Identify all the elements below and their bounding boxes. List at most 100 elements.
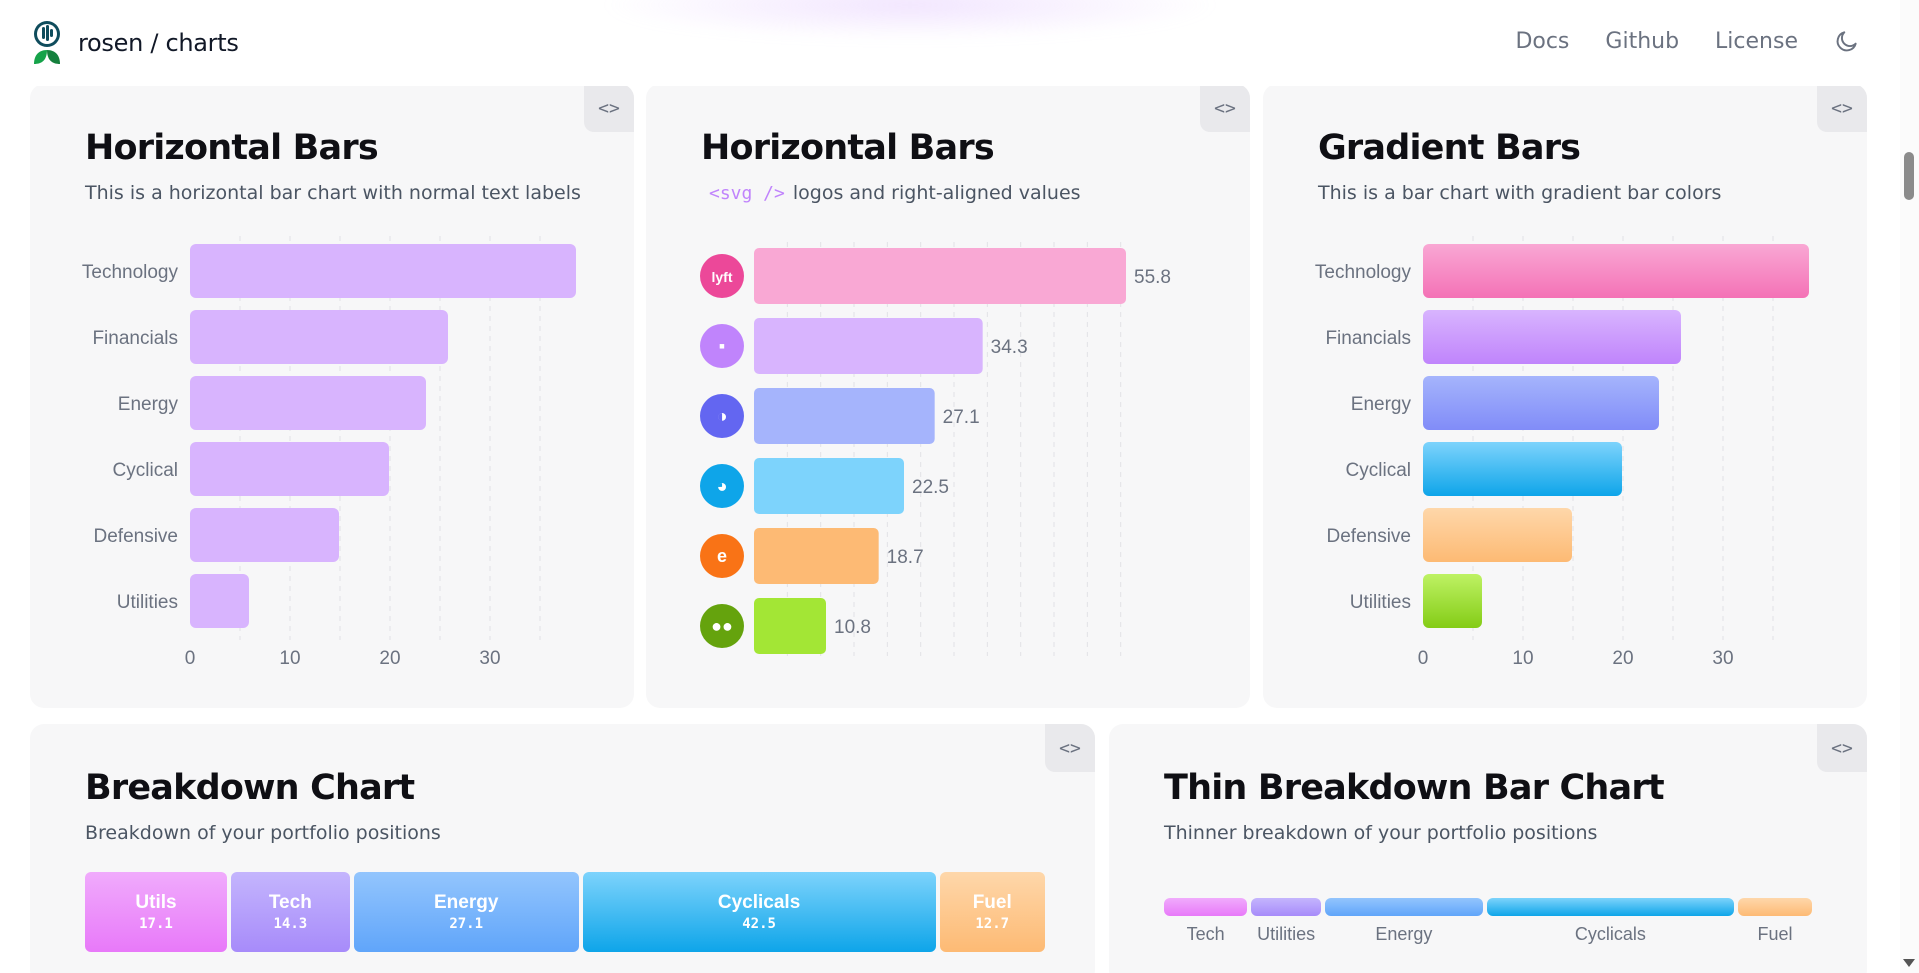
card-title: Horizontal Bars — [701, 128, 995, 168]
card-title: Horizontal Bars — [85, 128, 379, 168]
x-tick-label: 20 — [379, 648, 400, 669]
breakdown-bar: Utils 17.1 Tech 14.3 Energy 27.1 Cyclicals 42.5… — [85, 872, 1045, 952]
bar-ring — [754, 388, 935, 444]
nav-docs-link[interactable]: Docs — [1515, 28, 1570, 54]
code-toggle-button[interactable]: <> — [584, 84, 634, 132]
category-label: Utilities — [1350, 592, 1411, 613]
category-label: Defensive — [1327, 526, 1412, 547]
duck-logo-icon — [700, 464, 744, 508]
category-label: Cyclical — [1346, 460, 1411, 481]
bar-technology — [1423, 244, 1809, 298]
value-label: 27.1 — [943, 407, 980, 428]
card-subtitle: Thinner breakdown of your portfolio posi… — [1164, 822, 1598, 844]
scroll-down-arrow-icon[interactable] — [1903, 959, 1915, 967]
duck-logo-glyph: ◕ — [717, 476, 728, 496]
code-toggle-button[interactable]: <> — [1817, 724, 1867, 772]
card-subtitle: <svg /> logos and right-aligned values — [701, 182, 1081, 204]
category-label: Energy — [118, 394, 179, 415]
segment-fuel: Fuel 12.7 — [939, 872, 1045, 952]
thin-segment-label: Fuel — [1757, 924, 1793, 944]
category-label: Technology — [1315, 262, 1412, 283]
ring-logo-glyph: ◑ — [717, 406, 728, 426]
top-nav: Docs Github License — [1515, 28, 1860, 54]
code-toggle-button[interactable]: <> — [1045, 724, 1095, 772]
bar-utilities — [1423, 574, 1482, 628]
thin-segment-energy: Energy — [1325, 898, 1483, 945]
page-scrollbar[interactable] — [1900, 0, 1919, 973]
lyft-logo-glyph: lyft — [712, 269, 733, 285]
thin-segment-fuel: Fuel — [1738, 898, 1812, 945]
breakdown-chart-card: <> Breakdown Chart Breakdown of your por… — [30, 724, 1095, 973]
card-title: Gradient Bars — [1318, 128, 1581, 168]
thin-segment-bar — [1164, 898, 1248, 916]
nav-license-link[interactable]: License — [1715, 28, 1798, 54]
segment-label: Energy — [433, 892, 499, 913]
bar-utilities — [190, 574, 249, 628]
header: rosen / charts Docs Github License — [0, 0, 1900, 86]
card-subtitle: Breakdown of your portfolio positions — [85, 822, 441, 844]
ring-logo-icon — [700, 394, 744, 438]
thin-breakdown-card: <> Thin Breakdown Bar Chart Thinner brea… — [1109, 724, 1867, 973]
thin-segment-bar — [1738, 898, 1812, 916]
card-subtitle: This is a bar chart with gradient bar co… — [1318, 182, 1722, 204]
nav-github-link[interactable]: Github — [1605, 28, 1680, 54]
code-icon: <> — [1831, 737, 1853, 759]
subtitle-text: logos and right-aligned values — [792, 182, 1081, 204]
header-glow — [600, 0, 1220, 40]
bar-energy — [190, 376, 426, 430]
segment-value: 12.7 — [975, 916, 1010, 932]
code-icon: <> — [1214, 97, 1236, 119]
segment-value: 17.1 — [139, 916, 173, 932]
segment-cyclicals: Cyclicals 42.5 — [582, 872, 936, 952]
value-label: 34.3 — [991, 337, 1028, 358]
code-icon: <> — [1059, 737, 1081, 759]
thin-segment-bar — [1325, 898, 1483, 916]
svg-code-tag: <svg /> — [709, 183, 785, 204]
bar-lyft — [754, 248, 1126, 304]
code-icon: <> — [598, 97, 620, 119]
owl-logo-glyph: ●● — [711, 616, 733, 636]
teams-logo-glyph: ▪ — [719, 336, 725, 356]
code-toggle-button[interactable]: <> — [1200, 84, 1250, 132]
scrollbar-thumb[interactable] — [1904, 152, 1914, 200]
bar-cyclical — [190, 442, 389, 496]
gradient-bar-chart: Technology Financials Energy Cyclical Defens… — [1315, 236, 1809, 669]
card-title: Breakdown Chart — [85, 768, 415, 808]
category-label: Cyclical — [113, 460, 178, 481]
horizontal-bars-card: <> Horizontal Bars This is a horizontal … — [30, 84, 634, 708]
category-label: Utilities — [117, 592, 178, 613]
logo-bar-chart: lyft 55.8 ▪ 34.3 ◑ 27.1 ◕ 22.5 e 18.7 ●● 10.8 — [700, 242, 1171, 656]
segment-value: 27.1 — [449, 916, 484, 932]
lyft-logo-icon — [700, 254, 744, 298]
segment-label: Fuel — [972, 892, 1012, 913]
horizontal-bar-chart: Technology Financials Energy Cyclical Defens… — [82, 236, 576, 669]
thin-breakdown-bar: Tech Utilities Energy Cyclicals Fuel — [1164, 898, 1812, 945]
thin-segment-label: Cyclicals — [1574, 924, 1646, 944]
bar-teams — [754, 318, 983, 374]
x-tick-label: 10 — [279, 648, 300, 669]
category-label: Technology — [82, 262, 179, 283]
value-label: 10.8 — [834, 617, 871, 638]
dark-mode-moon-icon[interactable] — [1834, 28, 1860, 54]
bar-cyclical — [1423, 442, 1622, 496]
thin-segment-tech: Tech — [1164, 898, 1248, 945]
segment-label: Tech — [268, 892, 312, 913]
bar-owl — [754, 598, 826, 654]
brand-name: rosen / charts — [78, 29, 239, 57]
rosen-logo-icon — [34, 21, 60, 64]
segment-label: Utils — [135, 892, 177, 913]
segment-energy: Energy 27.1 — [353, 872, 579, 952]
thin-segment-label: Tech — [1186, 924, 1225, 944]
x-tick-label: 30 — [1712, 648, 1733, 669]
card-subtitle: This is a horizontal bar chart with norm… — [85, 182, 581, 204]
category-label: Energy — [1351, 394, 1412, 415]
bar-financials — [1423, 310, 1681, 364]
segment-tech: Tech 14.3 — [230, 872, 350, 952]
bar-energy — [1423, 376, 1659, 430]
brand[interactable]: rosen / charts — [30, 20, 239, 66]
x-tick-label: 10 — [1512, 648, 1533, 669]
segment-label: Cyclicals — [717, 892, 801, 913]
code-toggle-button[interactable]: <> — [1817, 84, 1867, 132]
card-title: Thin Breakdown Bar Chart — [1164, 768, 1665, 808]
